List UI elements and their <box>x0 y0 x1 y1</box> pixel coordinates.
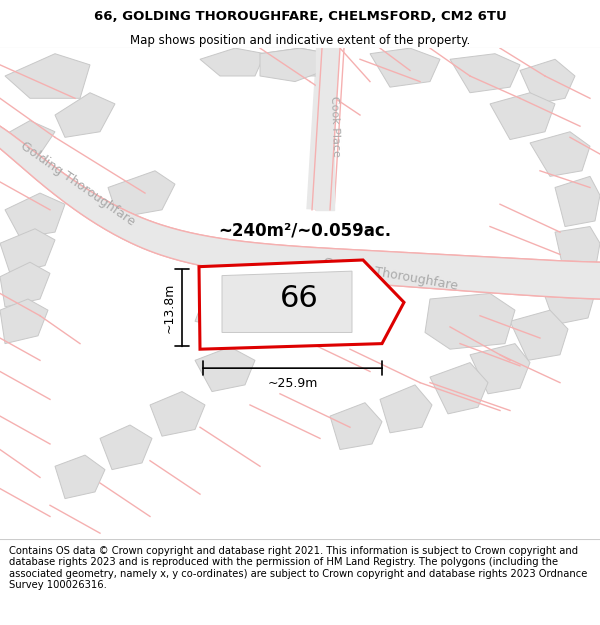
Polygon shape <box>100 425 152 469</box>
Text: Golding Thoroughfare: Golding Thoroughfare <box>322 256 458 293</box>
Text: ~13.8m: ~13.8m <box>163 282 176 333</box>
Polygon shape <box>0 262 50 307</box>
Polygon shape <box>222 271 352 332</box>
Text: Cook Place: Cook Place <box>329 96 341 157</box>
Polygon shape <box>555 176 600 226</box>
Polygon shape <box>55 92 115 138</box>
Polygon shape <box>150 391 205 436</box>
Text: ~25.9m: ~25.9m <box>268 377 317 390</box>
Polygon shape <box>108 171 175 217</box>
Polygon shape <box>0 121 55 154</box>
Polygon shape <box>450 54 520 92</box>
Polygon shape <box>425 294 515 349</box>
Polygon shape <box>55 455 105 499</box>
Polygon shape <box>199 260 404 349</box>
Polygon shape <box>0 229 55 273</box>
Polygon shape <box>195 347 255 391</box>
Polygon shape <box>5 193 65 238</box>
Polygon shape <box>0 126 600 299</box>
Polygon shape <box>555 226 600 277</box>
Polygon shape <box>520 59 575 104</box>
Polygon shape <box>0 126 600 299</box>
Polygon shape <box>0 299 48 344</box>
Polygon shape <box>260 48 330 76</box>
Polygon shape <box>540 273 595 324</box>
Polygon shape <box>200 48 265 76</box>
Polygon shape <box>370 48 440 87</box>
Polygon shape <box>530 132 590 176</box>
Polygon shape <box>380 385 432 433</box>
Polygon shape <box>195 280 370 336</box>
Polygon shape <box>510 310 568 361</box>
Text: ~240m²/~0.059ac.: ~240m²/~0.059ac. <box>218 222 392 240</box>
Text: Golding Thoroughfare: Golding Thoroughfare <box>19 139 137 229</box>
Text: 66: 66 <box>280 284 319 313</box>
Text: 66, GOLDING THOROUGHFARE, CHELMSFORD, CM2 6TU: 66, GOLDING THOROUGHFARE, CHELMSFORD, CM… <box>94 9 506 22</box>
Polygon shape <box>490 92 555 139</box>
Polygon shape <box>260 48 330 82</box>
Polygon shape <box>312 48 340 210</box>
Polygon shape <box>330 402 382 449</box>
Text: Contains OS data © Crown copyright and database right 2021. This information is : Contains OS data © Crown copyright and d… <box>9 546 587 591</box>
Text: Map shows position and indicative extent of the property.: Map shows position and indicative extent… <box>130 34 470 47</box>
Polygon shape <box>5 54 90 98</box>
Polygon shape <box>430 362 488 414</box>
Polygon shape <box>470 344 530 394</box>
